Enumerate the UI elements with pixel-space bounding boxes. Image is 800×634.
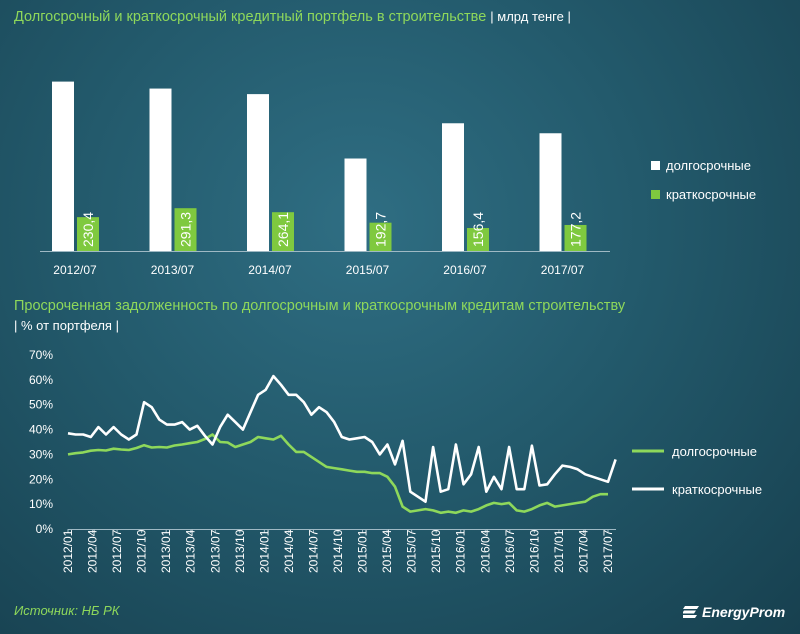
- bar-value-label: 230,4: [80, 212, 96, 247]
- x-tick-label: 2015/10: [429, 529, 443, 573]
- y-tick-label: 10%: [29, 497, 53, 511]
- bar-value-label: 177,2: [568, 212, 584, 247]
- legend-marker: [651, 161, 660, 170]
- bar-value-label: 264,1: [275, 212, 291, 247]
- legend-label: долгосрочные: [672, 444, 757, 459]
- series-line-long: [67, 433, 608, 515]
- bar-value-label: 1105,6: [153, 205, 169, 247]
- brand-name: EnergyProm: [702, 604, 786, 620]
- legend-marker: [651, 190, 660, 199]
- bar-long: [247, 94, 269, 251]
- bar-short: [174, 208, 197, 251]
- y-tick-label: 0%: [36, 522, 54, 536]
- x-tick-label: 2013/10: [233, 529, 247, 573]
- y-tick-label: 50%: [29, 398, 53, 412]
- legend-label: краткосрочные: [666, 187, 756, 202]
- y-tick-label: 70%: [29, 348, 53, 362]
- bottom-chart-unit: | % от портфеля |: [14, 318, 119, 333]
- bar-chart: 1153,0 230,4 2012/07 1105,6 291,3 2013/07 1067…: [40, 81, 756, 277]
- x-tick-label: 2016/07: [503, 529, 517, 573]
- legend-label: краткосрочные: [672, 482, 762, 497]
- y-tick-label: 20%: [29, 472, 53, 486]
- x-tick-label: 2012/07: [110, 529, 124, 573]
- bar-short: [467, 228, 489, 251]
- x-tick-label: 2014/07: [248, 263, 292, 277]
- top-chart-title: Долгосрочный и краткосрочный кредитный п…: [14, 9, 487, 25]
- top-chart-unit: | млрд тенге |: [490, 9, 571, 24]
- x-tick-label: 2015/01: [356, 529, 370, 573]
- bar-short: [77, 217, 99, 251]
- x-tick-label: 2013/07: [151, 263, 195, 277]
- y-tick-label: 40%: [29, 423, 53, 437]
- bar-value-label: 869,4: [445, 212, 461, 247]
- bar-short: [272, 212, 294, 251]
- x-tick-label: 2012/10: [135, 529, 149, 573]
- bar-value-label: 1153,0: [55, 205, 71, 247]
- y-tick-label: 30%: [29, 447, 53, 461]
- x-tick-label: 2015/07: [405, 529, 419, 573]
- x-tick-label: 2014/04: [282, 529, 296, 573]
- x-tick-label: 2013/01: [159, 529, 173, 573]
- x-tick-label: 2012/07: [53, 263, 97, 277]
- bar-short: [564, 224, 587, 251]
- x-tick-label: 2017/07: [601, 529, 615, 573]
- x-tick-label: 2017/07: [541, 263, 585, 277]
- x-tick-label: 2012/04: [86, 529, 100, 573]
- x-tick-label: 2017/04: [576, 529, 590, 573]
- bar-value-label: 156,4: [470, 212, 486, 247]
- y-tick-label: 60%: [29, 373, 53, 387]
- x-tick-label: 2013/04: [184, 529, 198, 573]
- x-tick-label: 2016/04: [478, 529, 492, 573]
- x-tick-label: 2016/10: [527, 529, 541, 573]
- x-tick-label: 2015/04: [380, 529, 394, 573]
- bar-long: [539, 133, 562, 251]
- bar-value-label: 629,5: [348, 212, 364, 247]
- x-tick-label: 2014/10: [331, 529, 345, 573]
- x-tick-label: 2016/07: [443, 263, 487, 277]
- source-note: Источник: НБ РК: [14, 603, 120, 618]
- x-tick-label: 2017/01: [552, 529, 566, 573]
- bar-value-label: 1067,8: [250, 204, 266, 247]
- x-tick-label: 2016/01: [454, 529, 468, 573]
- x-tick-label: 2014/07: [306, 529, 320, 573]
- bar-long: [442, 123, 464, 251]
- series-line-short: [67, 374, 617, 504]
- top-chart-title-row: Долгосрочный и краткосрочный кредитный п…: [14, 9, 571, 25]
- x-tick-label: 2012/01: [61, 529, 75, 573]
- x-tick-label: 2014/01: [257, 529, 271, 573]
- legend-label: долгосрочные: [666, 158, 751, 173]
- bar-long: [52, 81, 74, 252]
- x-tick-label: 2015/07: [346, 263, 390, 277]
- bar-value-label: 291,3: [178, 212, 194, 247]
- bottom-chart-title: Просроченная задолженность по долгосрочн…: [14, 298, 626, 314]
- bar-long: [344, 158, 367, 251]
- bar-value-label: 801,4: [543, 212, 559, 247]
- energyprom-logo-icon: [683, 606, 699, 618]
- bar-short: [369, 222, 392, 251]
- x-tick-label: 2013/07: [208, 529, 222, 573]
- brand-logo: EnergyProm: [683, 604, 785, 620]
- bar-long: [149, 88, 172, 251]
- bar-value-label: 192,7: [373, 212, 389, 247]
